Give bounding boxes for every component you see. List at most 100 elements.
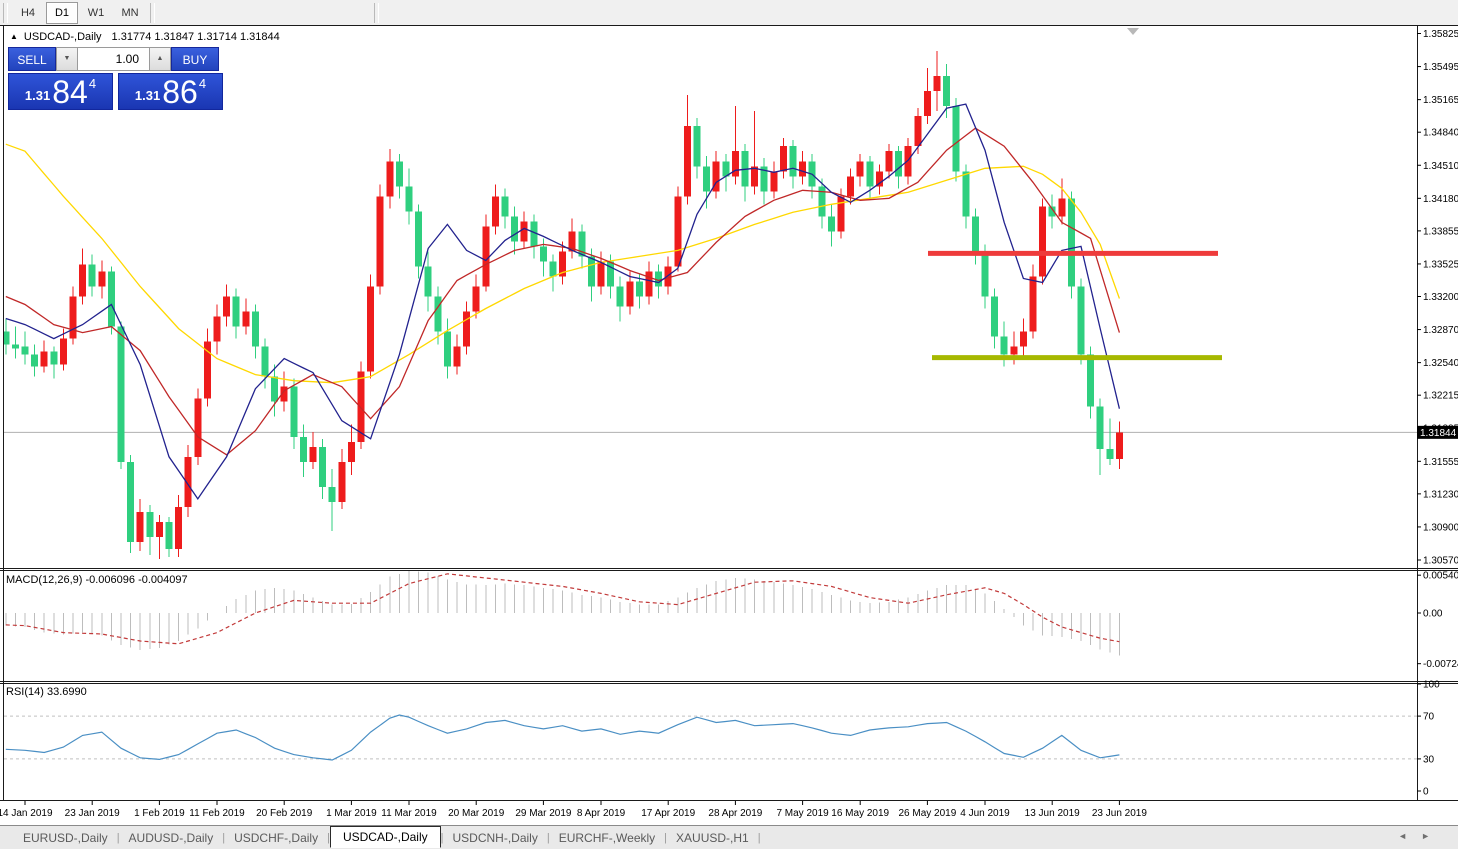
candle-down (415, 211, 423, 267)
candle-up (98, 271, 106, 287)
volume-increase-button[interactable]: ▲ (149, 47, 171, 71)
chart-shift-marker-icon[interactable] (1127, 28, 1139, 35)
price-axis-label: 1.32540 (1423, 358, 1458, 369)
candle-down (991, 296, 999, 337)
candle-up (520, 221, 528, 242)
chart-tab-xauusd-h1[interactable]: XAUUSD-,H1 (676, 830, 749, 845)
candle-up (568, 231, 576, 252)
candle-up (376, 196, 384, 287)
ma-navy-line (5, 103, 1121, 501)
candle-up (203, 341, 211, 399)
date-axis-label: 4 Jun 2019 (960, 808, 1010, 819)
date-axis-label: 16 May 2019 (831, 808, 889, 819)
chart-tab-audusd-daily[interactable]: AUDUSD-,Daily (128, 830, 214, 845)
timeframe-button-group: H4 D1 W1 MN (11, 1, 147, 24)
candle-down (693, 126, 701, 167)
price-axis-label: 1.34180 (1423, 194, 1458, 205)
candle-up (904, 146, 912, 177)
date-axis-label: 23 Jun 2019 (1092, 808, 1147, 819)
volume-input[interactable] (78, 47, 149, 71)
chart-tab-usdchf-daily[interactable]: USDCHF-,Daily (234, 830, 319, 845)
rsi-axis-label: 100 (1423, 680, 1440, 691)
tab-separator: | (440, 831, 444, 844)
chart-area[interactable]: MACD(12,26,9) -0.006096 -0.004097 RSI(14)… (0, 0, 1458, 825)
price-pane (4, 51, 1417, 559)
candle-down (4, 331, 10, 345)
price-axis-label: 1.31555 (1423, 457, 1458, 468)
candle-up (1029, 276, 1037, 332)
macd-pane: MACD(12,26,9) -0.006096 -0.004097 (5, 571, 1120, 656)
rsi-pane: RSI(14) 33.6990 (4, 686, 1417, 761)
scroll-right-icon[interactable]: ► (1421, 831, 1444, 841)
date-axis-label: 23 Jan 2019 (65, 808, 120, 819)
candle-down (271, 376, 279, 402)
timeframe-button-d1[interactable]: D1 (46, 1, 78, 24)
candle-up (597, 261, 605, 287)
rsi-axis-label: 30 (1423, 754, 1435, 765)
chart-tab-usdcad-daily[interactable]: USDCAD-,Daily (329, 825, 441, 848)
candle-up (367, 286, 375, 372)
chart-tab-eurusd-daily[interactable]: EURUSD-,Daily (23, 830, 108, 845)
scroll-left-icon[interactable]: ◄ (1398, 831, 1422, 841)
candle-up (1010, 346, 1018, 355)
candle-down (165, 521, 173, 549)
price-axis-label: 1.35495 (1423, 62, 1458, 73)
timeframe-button-mn[interactable]: MN (121, 6, 139, 19)
price-axis-label: 1.30570 (1423, 555, 1458, 566)
date-axis-label: 26 May 2019 (898, 808, 956, 819)
date-axis-label: 13 Jun 2019 (1025, 808, 1080, 819)
candle-up (472, 286, 480, 312)
candle-down (635, 281, 643, 297)
candle-up (779, 146, 787, 172)
candle-down (1000, 336, 1008, 355)
candle-up (674, 196, 682, 267)
candle-down (328, 486, 336, 502)
sell-price-button[interactable]: 1.31 84 4 (8, 73, 113, 110)
sell-button[interactable]: SELL (8, 47, 56, 71)
candle-down (127, 461, 135, 542)
candle-down (146, 511, 154, 537)
buy-button[interactable]: BUY (171, 47, 219, 71)
price-axis-label: 1.33525 (1423, 259, 1458, 270)
candle-down (1096, 406, 1104, 449)
chart-quote-header: ▲ USDCAD-,Daily 1.31774 1.31847 1.31714 1.… (10, 31, 280, 43)
candle-down (760, 166, 768, 192)
tab-separator: | (757, 831, 761, 844)
candle-up (482, 226, 490, 287)
candle-up (175, 506, 183, 549)
candle-up (280, 386, 288, 402)
candle-up (309, 446, 317, 462)
toolbar-divider (3, 2, 8, 23)
date-axis-label: 17 Apr 2019 (641, 808, 695, 819)
candle-up (184, 456, 192, 507)
price-axis-label: 1.35165 (1423, 95, 1458, 106)
candle-up (40, 351, 48, 367)
buy-price-button[interactable]: 1.31 86 4 (118, 73, 223, 110)
candle-down (232, 296, 240, 327)
candle-up (194, 398, 202, 457)
timeframe-button-w1[interactable]: W1 (87, 6, 105, 19)
toolbar-divider (150, 2, 155, 23)
chart-ohlc-values: 1.31774 1.31847 1.31714 1.31844 (111, 31, 280, 43)
price-axis-label: 1.34510 (1423, 161, 1458, 172)
candle-down (962, 171, 970, 217)
candle-up (242, 311, 250, 327)
candle-down (587, 256, 595, 287)
candle-up (645, 271, 653, 297)
candle-up (875, 171, 883, 187)
candle-down (866, 161, 874, 187)
tab-separator: | (546, 831, 550, 844)
candle-down (827, 216, 835, 232)
volume-decrease-button[interactable]: ▼ (56, 47, 78, 71)
chart-tab-eurchf-weekly[interactable]: EURCHF-,Weekly (558, 830, 656, 845)
macd-signal-line (5, 573, 1120, 645)
price-axis-label: 1.30900 (1423, 522, 1458, 533)
candle-up (731, 151, 739, 177)
tab-separator: | (327, 831, 330, 844)
timeframe-button-h4[interactable]: H4 (20, 6, 36, 19)
price-axis-label: 1.33855 (1423, 226, 1458, 237)
candle-down (655, 271, 663, 287)
chart-tab-usdcnh-daily[interactable]: USDCNH-,Daily (452, 830, 538, 845)
sell-price-sup: 4 (88, 76, 97, 91)
